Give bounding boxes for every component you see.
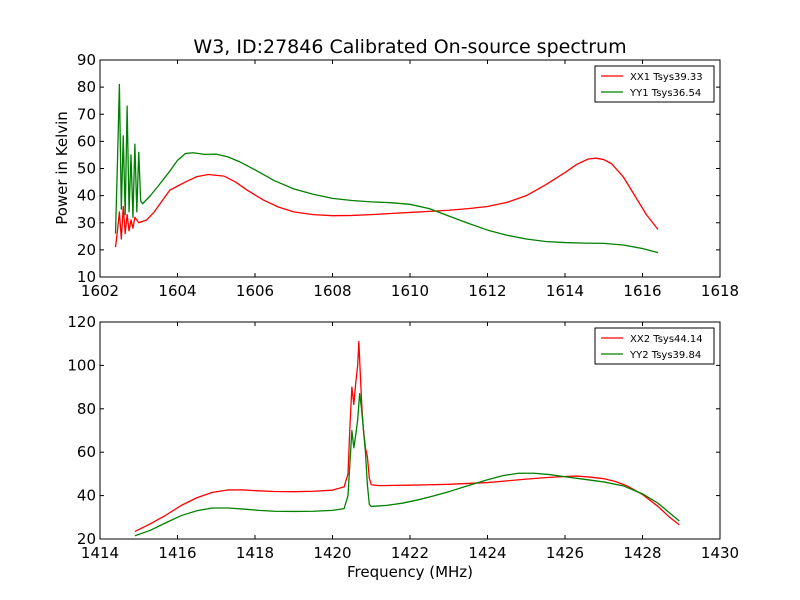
y-tick-label: 100	[67, 356, 96, 374]
y-tick-label: 60	[77, 443, 96, 461]
x-tick-label: 1430	[701, 544, 739, 562]
y-tick-label: 80	[77, 400, 96, 418]
x-tick-label: 1610	[391, 282, 429, 300]
y-tick-label: 40	[77, 187, 96, 205]
x-tick-label: 1606	[236, 282, 274, 300]
y-tick-label: 80	[77, 78, 96, 96]
x-tick-label: 1418	[236, 544, 274, 562]
legend-label: XX1 Tsys39.33	[630, 72, 703, 83]
x-tick-label: 1422	[391, 544, 429, 562]
x-tick-label: 1426	[546, 544, 584, 562]
x-tick-label: 1420	[313, 544, 351, 562]
x-tick-label: 1424	[468, 544, 506, 562]
x-tick-label: 1428	[623, 544, 661, 562]
y-tick-label: 120	[67, 313, 96, 331]
y-tick-label: 10	[77, 268, 96, 286]
legend-box	[594, 65, 715, 103]
x-tick-label: 1416	[158, 544, 196, 562]
y-tick-label: 70	[77, 105, 96, 123]
x-tick-label: 1616	[623, 282, 661, 300]
series-line-yy2	[134, 392, 680, 537]
y-tick-label: 40	[77, 487, 96, 505]
y-tick-label: 50	[77, 160, 96, 178]
y-tick-label: 90	[77, 51, 96, 69]
x-tick-label: 1618	[701, 282, 739, 300]
top-panel: 1602 1604 1606 1608 1610 1612 1614 1616 1618 10 20…	[77, 51, 739, 300]
x-tick-label: 1608	[313, 282, 351, 300]
x-tick-label: 1614	[546, 282, 584, 300]
series-line-yy1	[114, 83, 659, 254]
legend-box	[594, 327, 715, 365]
y-axis-label: Power in Kelvin	[53, 111, 71, 225]
x-tick-label: 1612	[468, 282, 506, 300]
y-tick-label: 60	[77, 132, 96, 150]
x-axis-label: Frequency (MHz)	[347, 563, 473, 581]
legend-label: YY1 Tsys36.54	[629, 88, 701, 99]
y-tick-label: 20	[77, 241, 96, 259]
x-tick-label: 1604	[158, 282, 196, 300]
legend: XX2 Tsys44.14 YY2 Tsys39.84	[594, 327, 715, 365]
y-tick-label: 30	[77, 214, 96, 232]
series-line-xx1	[114, 157, 659, 248]
bottom-panel: 1414 1416 1418 1420 1422 1424 1426 1428 1430 20 40…	[67, 313, 739, 562]
legend-label: XX2 Tsys44.14	[630, 334, 703, 345]
x-tick-label: 1602	[81, 282, 119, 300]
legend-label: YY2 Tsys39.84	[629, 350, 701, 361]
legend: XX1 Tsys39.33 YY1 Tsys36.54	[594, 65, 715, 103]
chart-title: W3, ID:27846 Calibrated On-source spectr…	[193, 36, 626, 58]
y-tick-label: 20	[77, 530, 96, 548]
x-tick-label: 1414	[81, 544, 119, 562]
